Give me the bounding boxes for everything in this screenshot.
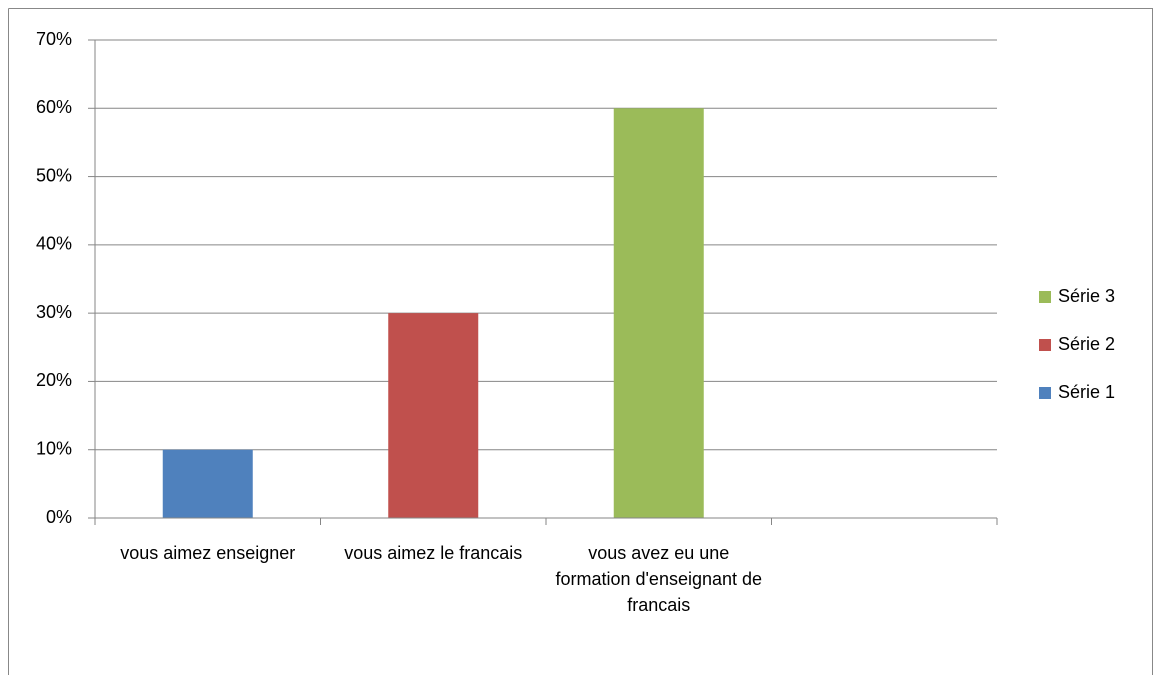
bar — [613, 108, 704, 519]
bar — [162, 449, 253, 518]
y-tick-label: 20% — [36, 370, 72, 390]
y-tick-label: 60% — [36, 97, 72, 117]
legend-swatch — [1039, 339, 1051, 351]
y-tick-label: 30% — [36, 302, 72, 322]
y-tick-label: 10% — [36, 438, 72, 458]
x-tick-label: vous avez eu une formation d'enseignant … — [555, 543, 763, 615]
legend-label: Série 1 — [1058, 382, 1115, 402]
x-tick-label: vous aimez enseigner — [120, 543, 296, 563]
legend-swatch — [1039, 387, 1051, 399]
legend-label: Série 3 — [1058, 286, 1115, 306]
y-tick-label: 50% — [36, 165, 72, 185]
legend-swatch — [1039, 291, 1051, 303]
y-tick-label: 70% — [36, 29, 72, 49]
legend-label: Série 2 — [1058, 334, 1115, 354]
bar — [388, 313, 479, 518]
y-tick-label: 0% — [46, 507, 72, 527]
x-tick-label: vous aimez le francais — [344, 543, 523, 563]
y-tick-label: 40% — [36, 234, 72, 254]
